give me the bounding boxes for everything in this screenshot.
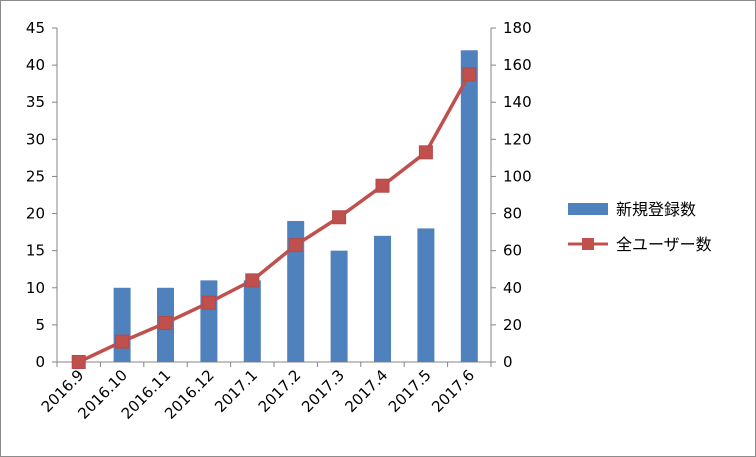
legend-line-label: 全ユーザー数 [616,235,712,254]
line-point-marker [418,145,433,160]
x-axis-ticks: 2016.92016.102016.112016.122017.12017.22… [38,362,492,423]
right-y-tick-label: 180 [503,19,532,37]
x-tick-label: 2017.4 [341,366,391,416]
bar-series [113,50,478,363]
line-path [77,73,471,364]
bar [287,220,305,362]
left-y-axis-ticks: 0 5 10 15 20 25 30 35 40 45 [26,19,57,371]
right-y-tick-label: 0 [503,353,513,371]
x-tick-label: 2017.6 [428,366,478,416]
x-tick-label: 2017.2 [255,366,305,416]
line-point-marker [115,334,130,349]
line-point-marker [462,67,477,82]
line-point-marker [288,238,303,253]
right-y-tick-label: 160 [503,56,532,74]
line-point-marker [375,178,390,193]
left-y-tick-label: 35 [26,93,45,111]
bar [460,50,478,363]
left-y-tick-label: 45 [26,19,45,37]
left-y-tick-label: 25 [26,167,45,185]
right-y-tick-label: 40 [503,279,522,297]
left-y-tick-label: 5 [35,316,45,334]
plot-area: 0 5 10 15 20 25 30 35 40 45 0 20 40 60 80 100 120 140 160… [26,19,532,423]
left-y-tick-label: 0 [35,353,45,371]
bar [374,235,391,362]
legend-bar-swatch [568,203,608,215]
right-y-tick-label: 140 [503,93,532,111]
legend: 新規登録数 全ユーザー数 [568,200,712,254]
bar [243,280,261,362]
line-point-marker [245,273,260,288]
line-point-marker [332,210,347,225]
x-tick-label: 2017.3 [298,366,348,416]
right-y-tick-label: 20 [503,316,522,334]
left-y-tick-label: 15 [26,242,45,260]
right-y-tick-label: 60 [503,242,522,260]
x-tick-label: 2017.5 [385,366,435,416]
left-y-tick-label: 30 [26,130,45,148]
bar [113,287,131,362]
right-y-tick-label: 80 [503,205,522,223]
left-y-tick-label: 40 [26,56,45,74]
right-y-tick-label: 100 [503,167,532,185]
bar [330,250,348,362]
right-y-tick-label: 120 [503,130,532,148]
line-point-marker [71,355,86,369]
line-point-marker [158,316,173,331]
left-y-tick-label: 20 [26,205,45,223]
legend-line-marker [582,238,594,250]
x-tick-label: 2017.1 [211,366,261,416]
bar [417,228,435,362]
bar [200,280,218,362]
line-series [71,67,477,369]
left-y-tick-label: 10 [26,279,45,297]
legend-bar-label: 新規登録数 [616,200,696,219]
line-point-marker [201,295,216,310]
right-y-axis-ticks: 0 20 40 60 80 100 120 140 160 180 [491,19,532,371]
